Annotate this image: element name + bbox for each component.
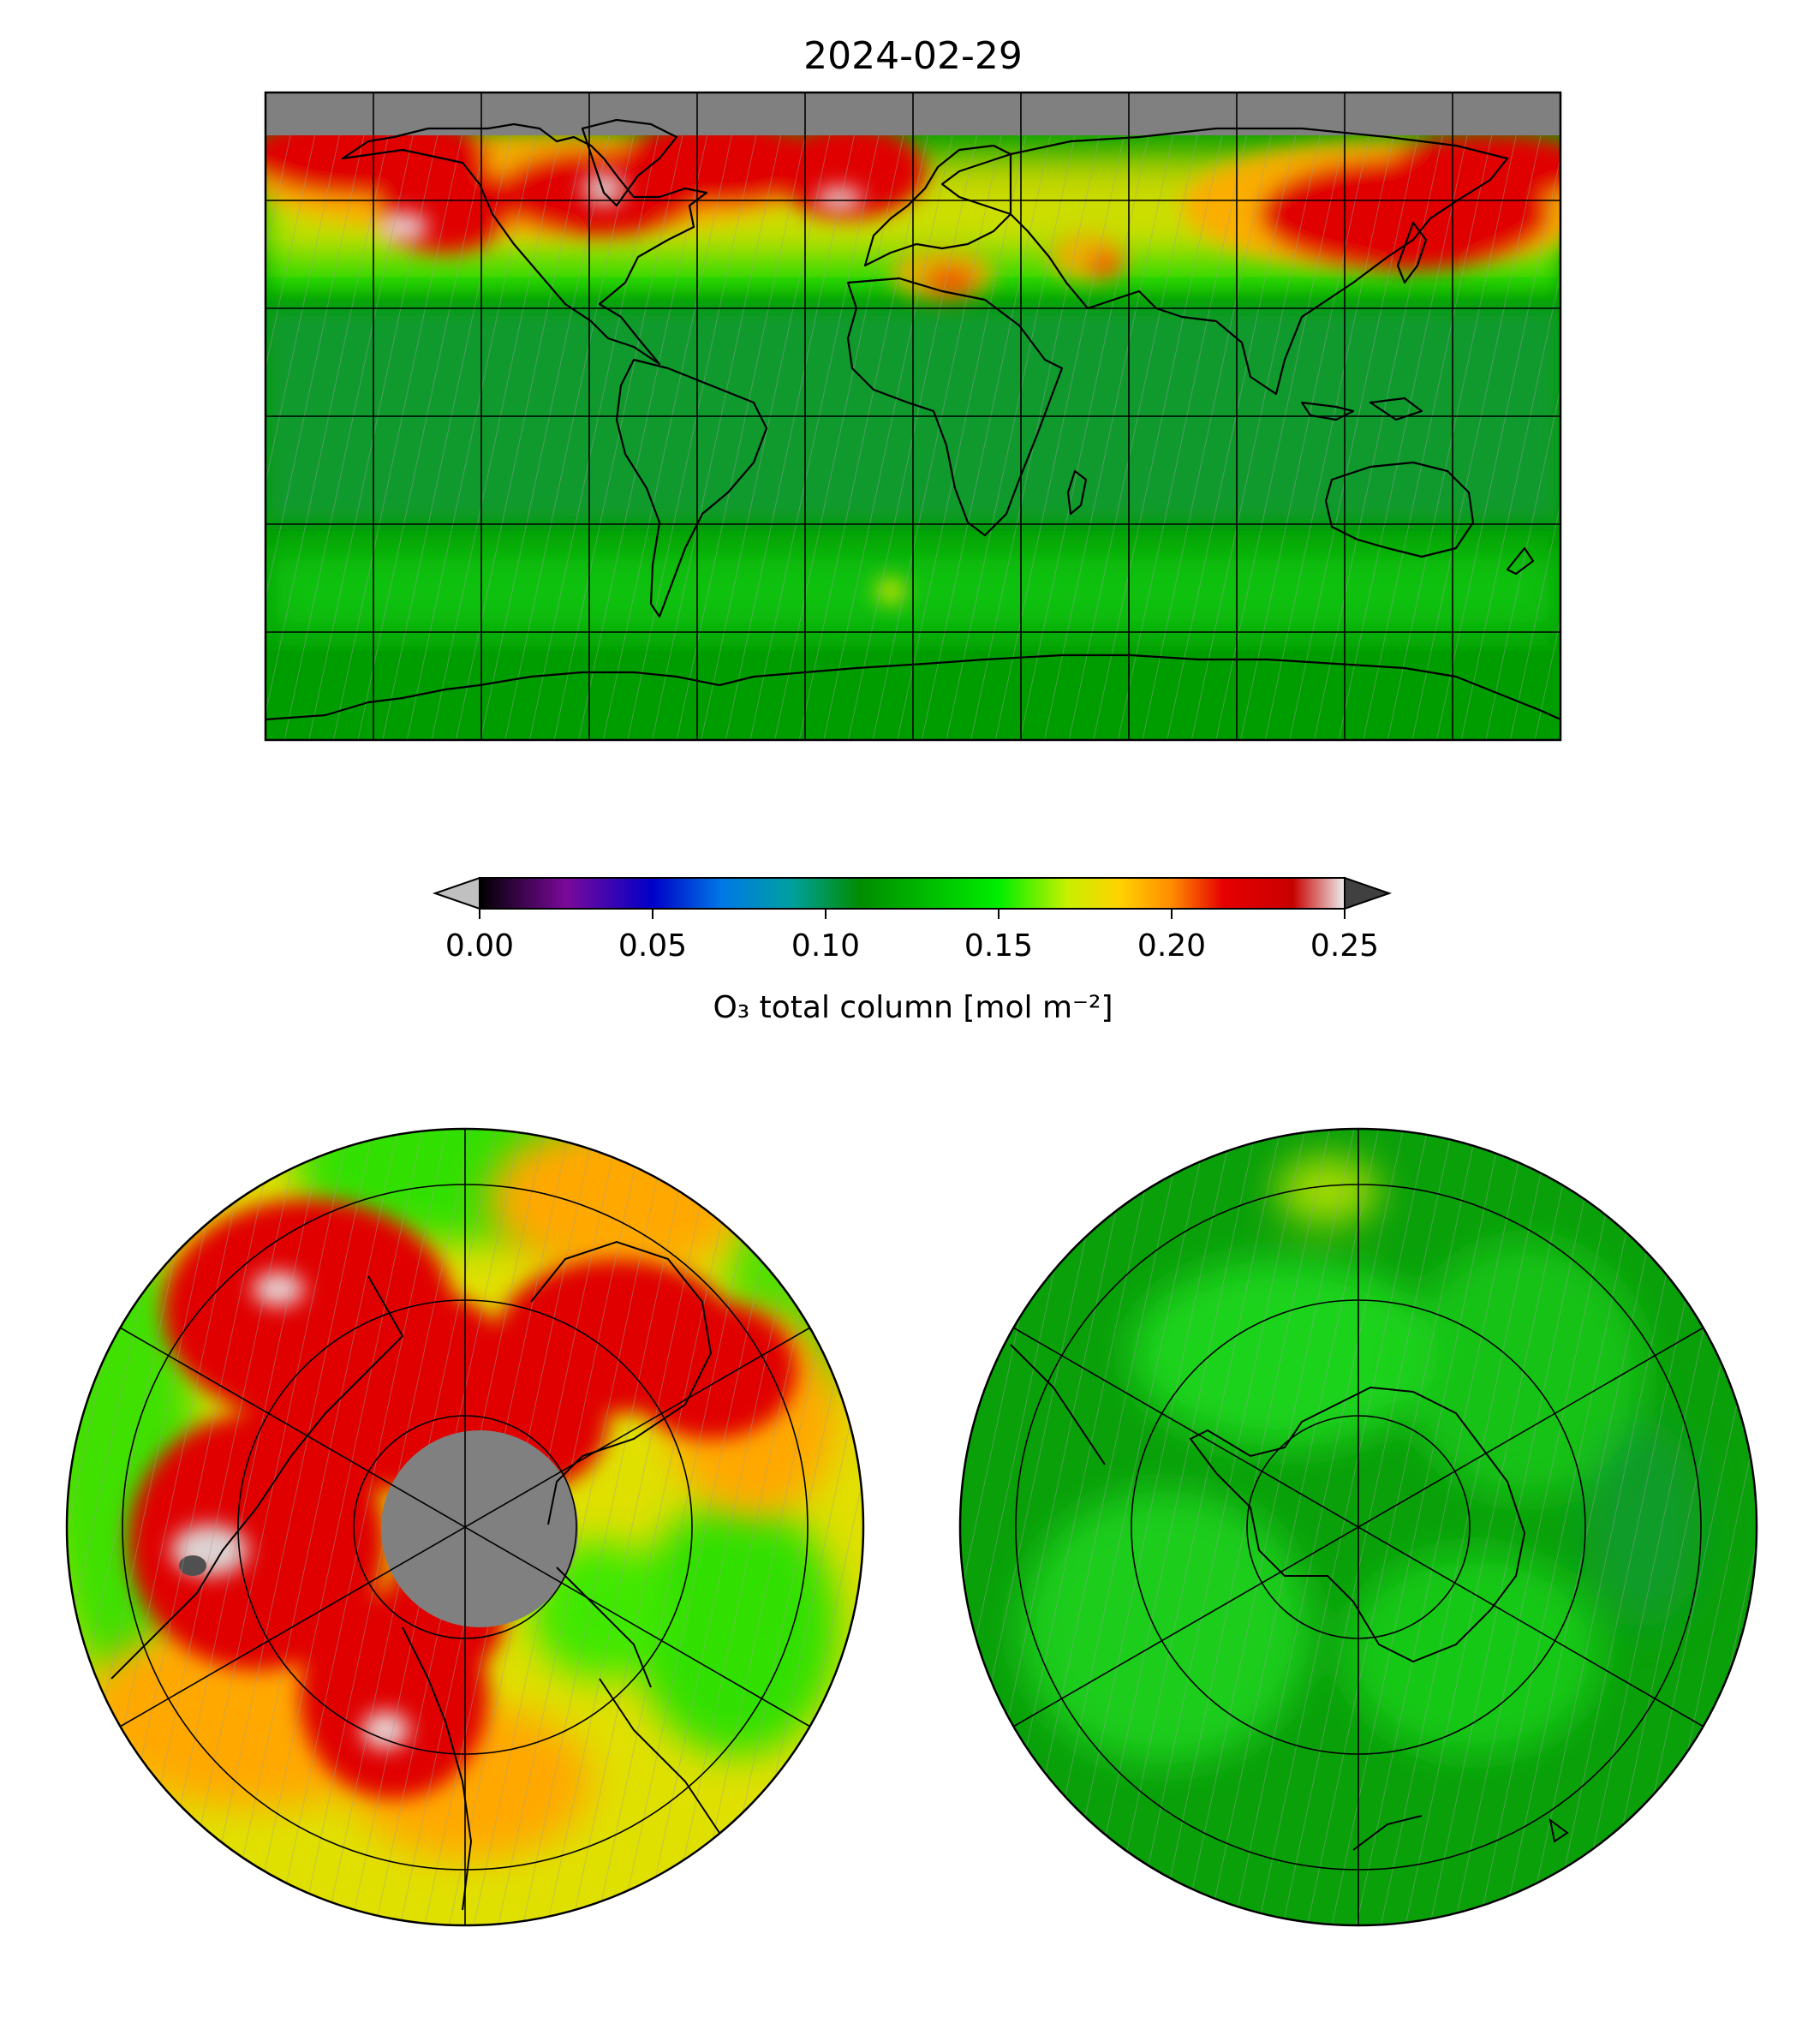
- global-map-frame: [264, 91, 1562, 742]
- colorbar-ticks: 0.00 0.05 0.10 0.15 0.20 0.25: [445, 909, 1379, 964]
- figure-title: 2024-02-29: [803, 34, 1023, 78]
- south-gridlines: [1012, 1129, 1704, 1925]
- north-missing-data-cap: [381, 1430, 578, 1627]
- south-coastlines: [1010, 1344, 1569, 1851]
- colorbar-tick-label: 0.20: [1137, 928, 1206, 964]
- colorbar-tick-label: 0.10: [791, 928, 860, 964]
- colorbar-under-extension: [432, 876, 480, 910]
- colorbar-over-extension: [1344, 876, 1393, 910]
- north-polar-panel: [65, 1127, 865, 1927]
- colorbar-frame: [479, 877, 1346, 910]
- south-panel-frame: [958, 1127, 1758, 1927]
- north-gridlines: [119, 1129, 811, 1925]
- colorbar: 0.00 0.05 0.10 0.15 0.20 0.25 O₃ total column…: [432, 876, 1393, 1025]
- north-panel-frame: [65, 1127, 865, 1927]
- colorbar-tick-label: 0.15: [964, 928, 1033, 964]
- south-polar-panel: [958, 1127, 1758, 1927]
- global-map-panel: [264, 91, 1562, 742]
- colorbar-gradient: [480, 878, 1345, 909]
- colorbar-tick-label: 0.25: [1310, 928, 1379, 964]
- colorbar-tick-label: 0.00: [445, 928, 514, 964]
- global-gridlines: [266, 92, 1560, 740]
- colorbar-tick-label: 0.05: [618, 928, 687, 964]
- colorbar-label: O₃ total column [mol m⁻²]: [713, 990, 1113, 1025]
